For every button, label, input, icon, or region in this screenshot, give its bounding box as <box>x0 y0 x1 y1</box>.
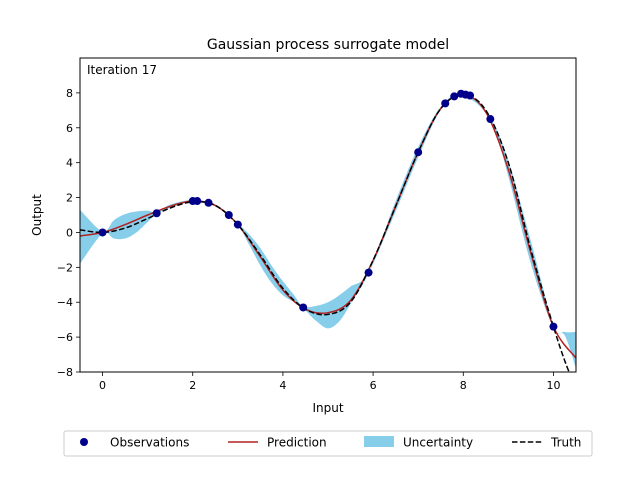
legend-truth-label: Truth <box>550 436 581 450</box>
legend-prediction-label: Prediction <box>267 436 327 450</box>
x-tick-label: 2 <box>189 379 196 392</box>
observation-point <box>414 148 423 157</box>
y-tick-label: 8 <box>66 87 73 100</box>
lines-layer <box>80 93 576 372</box>
x-tick-label: 8 <box>460 379 467 392</box>
x-tick-label: 4 <box>279 379 286 392</box>
observations-layer <box>98 89 558 331</box>
observation-point <box>204 198 213 207</box>
legend-observations-label: Observations <box>110 436 189 450</box>
x-tick-label: 10 <box>546 379 560 392</box>
observation-point <box>193 197 202 206</box>
legend-box <box>63 430 593 457</box>
legend-observations-marker <box>80 438 88 446</box>
observation-point <box>486 115 495 124</box>
observation-point <box>364 268 373 277</box>
y-tick-label: 2 <box>66 192 73 205</box>
x-axis-label: Input <box>312 401 343 415</box>
y-tick-label: 0 <box>66 226 73 239</box>
y-tick-label: −2 <box>57 261 73 274</box>
y-tick-label: −4 <box>57 296 73 309</box>
iteration-annotation: Iteration 17 <box>87 63 157 77</box>
observation-point <box>299 303 308 312</box>
plot-frame <box>79 57 577 373</box>
observation-point <box>441 99 450 108</box>
y-tick-label: −8 <box>57 366 73 379</box>
y-axis-ticks: −8 −6 −4 −2 0 2 4 6 8 <box>57 87 80 379</box>
observation-point <box>233 220 242 229</box>
prediction-line <box>80 93 576 359</box>
y-axis-label: Output <box>30 194 44 236</box>
observation-point <box>450 92 459 101</box>
y-tick-label: −6 <box>57 331 73 344</box>
observation-point <box>224 211 233 219</box>
chart-title: Gaussian process surrogate model <box>207 37 449 53</box>
y-tick-label: 4 <box>66 157 73 170</box>
observation-point <box>466 91 475 100</box>
uncertainty-band <box>80 92 576 369</box>
observation-point <box>152 209 161 218</box>
legend: Observations Prediction Uncertainty Trut… <box>63 430 593 457</box>
legend-uncertainty-label: Uncertainty <box>403 436 473 450</box>
uncertainty-band-layer <box>80 92 576 369</box>
observation-point <box>98 228 107 237</box>
x-tick-label: 6 <box>370 379 377 392</box>
observation-point <box>549 322 558 331</box>
x-tick-label: 0 <box>99 379 106 392</box>
y-tick-label: 6 <box>66 122 73 135</box>
truth-line <box>80 93 570 372</box>
legend-uncertainty-swatch <box>364 436 394 447</box>
x-axis-ticks: 0 2 4 6 8 10 <box>99 372 560 392</box>
